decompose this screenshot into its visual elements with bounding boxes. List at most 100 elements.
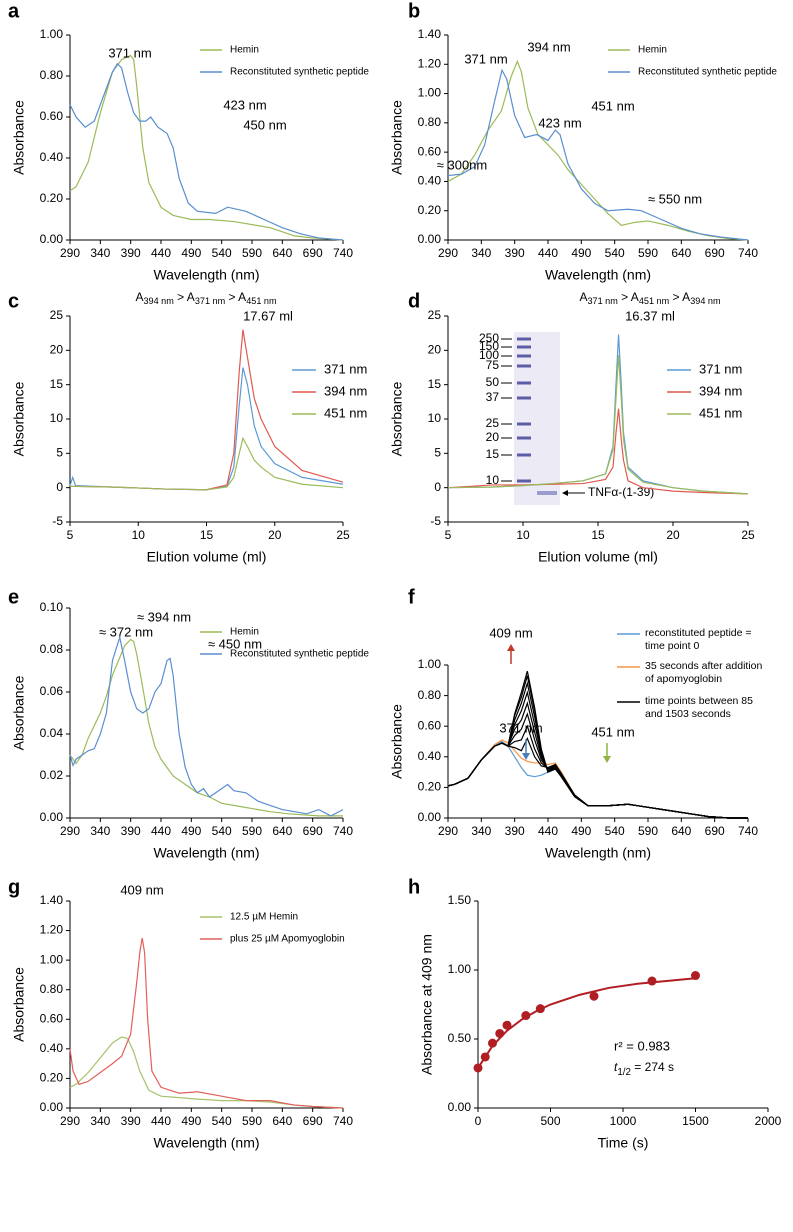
y-tick-label: 15 [428,377,442,391]
x-tick-label: 340 [90,824,110,838]
x-tick-label: 490 [571,246,591,260]
x-tick-label: 740 [738,246,758,260]
text-part: > A [618,290,639,304]
panel-letter: h [408,876,420,898]
y-tick-label: 0 [56,480,63,494]
text-part: 371 nm [195,296,225,306]
y-axis-label: Absorbance [389,381,405,456]
x-tick-label: 590 [242,824,262,838]
annotation: ≈ 300nm [437,157,488,172]
gel-marker-label: 20 [486,430,500,444]
y-tick-label: 20 [428,343,442,357]
gel-marker-label: 15 [486,447,500,461]
x-tick-label: 340 [90,246,110,260]
y-tick-label: 0.60 [418,718,442,732]
gel-band [517,381,531,385]
x-tick-label: 640 [671,824,691,838]
panel-letter: d [408,290,420,312]
y-tick-label: 25 [428,308,442,322]
y-tick-label: 0.00 [418,810,442,824]
legend-label: 451 nm [324,405,367,420]
annotation: 371 nm [499,720,542,735]
legend-label: plus 25 µM Apomyoglobin [230,934,345,945]
gel-band [517,364,531,368]
x-tick-label: 10 [516,528,530,542]
x-tick-label: 440 [538,824,558,838]
text-part: 451 nm [639,296,669,306]
y-tick-label: 0.06 [40,684,64,698]
data-point [473,1063,483,1073]
y-tick-label: 0.08 [40,642,64,656]
gel-band [517,345,531,349]
x-axis-label: Time (s) [598,1135,649,1151]
x-tick-label: 290 [438,246,458,260]
text-part: 451 nm [246,296,276,306]
y-tick-label: 0.02 [40,768,64,782]
legend-box: time points between 85 and 1503 seconds [645,695,753,720]
x-tick-label: 5 [445,528,452,542]
gel-band [517,337,531,341]
y-tick-label: 15 [50,377,64,391]
x-axis-label: Wavelength (nm) [545,267,651,283]
y-tick-label: 10 [50,411,64,425]
annotation: r² = 0.983 [614,1038,670,1053]
x-tick-label: 740 [333,824,353,838]
gel-marker-label: 100 [479,348,499,362]
x-axis-label: Wavelength (nm) [153,267,259,283]
legend-label: Hemin [230,45,259,56]
data-point [691,971,700,981]
y-tick-label: 1.00 [448,962,472,976]
x-tick-label: 10 [132,528,146,542]
series-line [69,329,344,491]
chart-title: A371 nm > A451 nm > A394 nm [579,290,720,306]
y-tick-label: 0.00 [40,810,64,824]
x-axis-label: Wavelength (nm) [153,845,259,861]
legend-label: Reconstituted synthetic peptide [230,649,369,660]
x-tick-label: 290 [60,1114,80,1128]
annotation: ≈ 450 nm [208,636,262,651]
y-tick-label: 0.20 [418,780,442,794]
legend-label: Reconstituted synthetic peptide [230,67,369,78]
annotation: ≈ 550 nm [648,191,702,206]
text-part: = 274 s [631,1060,674,1074]
series-line [69,436,344,491]
gel-band [517,354,531,358]
x-tick-label: 440 [151,246,171,260]
gel-marker-label: 37 [486,390,500,404]
x-tick-label: 390 [121,824,141,838]
y-tick-label: 0.80 [418,115,442,129]
annotation: ≈ 372 nm [99,624,153,639]
legend-label: time points between 85 and 1503 seconds [645,695,753,720]
series-line [447,355,749,495]
legend-label: 451 nm [699,405,742,420]
x-tick-label: 540 [212,246,232,260]
x-tick-label: 290 [438,824,458,838]
y-tick-label: 0.40 [418,749,442,763]
x-tick-label: 690 [303,1114,323,1128]
x-tick-label: 740 [738,824,758,838]
text-part: > A [669,290,690,304]
annotation: 423 nm [538,115,581,130]
y-tick-label: 1.00 [418,657,442,671]
panel-letter: f [408,586,415,608]
y-tick-label: 0.60 [40,1011,64,1025]
x-tick-label: 590 [242,246,262,260]
data-point [589,991,599,1001]
gel-marker-label: 10 [486,473,500,487]
x-axis-label: Wavelength (nm) [545,845,651,861]
x-tick-label: 15 [200,528,214,542]
y-tick-label: 1.00 [418,86,442,100]
legend-label: Hemin [230,627,259,638]
series-line [69,638,343,817]
annotation: t1/2 = 274 s [614,1060,674,1077]
y-axis-label: Absorbance [11,675,27,750]
y-tick-label: 0.80 [40,68,64,82]
panel-letter: c [8,290,19,312]
x-tick-label: 590 [638,824,658,838]
x-tick-label: 640 [671,246,691,260]
data-point [521,1011,531,1021]
legend-label: reconstituted peptide = time point 0 [645,627,752,652]
x-tick-label: 490 [181,824,201,838]
gel-band [517,422,531,426]
gel-marker-label: 50 [486,375,500,389]
